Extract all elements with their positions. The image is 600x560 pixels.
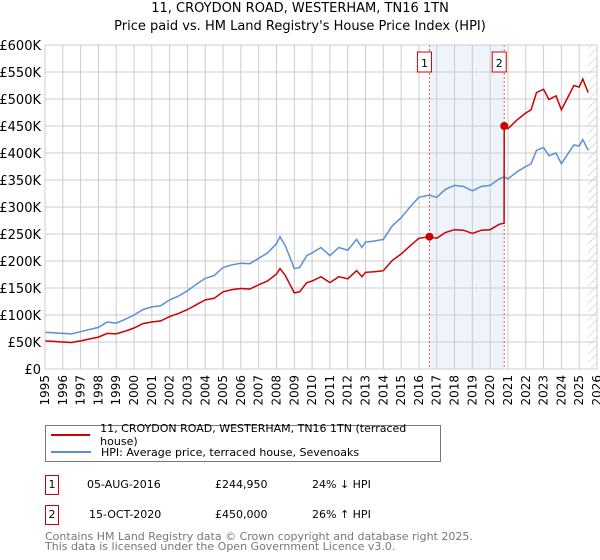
sale-point: [425, 232, 434, 241]
x-tick-label: 2008: [269, 375, 283, 406]
x-tick-label: 2023: [537, 375, 551, 406]
x-tick-label: 2016: [412, 375, 426, 406]
sale-label: 1: [421, 57, 428, 70]
legend-label: 11, CROYDON ROAD, WESTERHAM, TN16 1TN (t…: [100, 422, 407, 448]
legend-swatch-red: [51, 434, 91, 436]
x-tick-label: 2013: [359, 375, 373, 406]
x-tick-label: 2000: [127, 375, 141, 406]
sale-hpi-delta: 24% ↓ HPI: [312, 478, 371, 491]
x-tick-label: 1995: [38, 375, 52, 406]
y-tick-label: £600K: [0, 39, 41, 54]
footer-copyright: Contains HM Land Registry data © Crown c…: [45, 530, 473, 543]
legend-label: HPI: Average price, terraced house, Seve…: [101, 445, 360, 459]
price-paid-line: [44, 77, 589, 344]
footer-licence: This data is licensed under the Open Gov…: [45, 540, 396, 553]
x-tick-label: 2001: [145, 375, 159, 406]
legend: 11, CROYDON ROAD, WESTERHAM, TN16 1TN (t…: [45, 422, 441, 462]
x-tick-label: 2015: [394, 375, 408, 406]
sale-badge: 1: [45, 475, 59, 495]
hpi-line: [44, 137, 589, 335]
x-tick-label: 2021: [501, 375, 515, 406]
y-tick-label: £200K: [0, 255, 41, 270]
sale-hpi-delta: 26% ↑ HPI: [312, 508, 371, 521]
x-tick-label: 2017: [430, 375, 444, 406]
y-tick-label: £50K: [8, 336, 42, 351]
x-tick-label: 2018: [448, 375, 462, 406]
x-tick-label: 2024: [554, 375, 568, 406]
sale-label-box: [416, 51, 432, 73]
x-tick-label: 2020: [483, 375, 497, 406]
x-tick-label: 2011: [323, 375, 337, 406]
sale-price: £450,000: [215, 508, 268, 521]
x-tick-label: 1998: [91, 375, 105, 406]
sale-label: 2: [496, 57, 503, 70]
x-tick-label: 2005: [216, 375, 230, 406]
x-tick-label: 2002: [163, 375, 177, 406]
y-tick-label: £300K: [0, 201, 41, 216]
x-tick-label: 2004: [198, 375, 212, 406]
sale-price: £244,950: [215, 478, 268, 491]
sale-point: [500, 122, 509, 130]
legend-item-hpi: HPI: Average price, terraced house, Seve…: [46, 444, 359, 460]
x-tick-label: 2007: [252, 375, 266, 406]
x-tick-label: 1997: [74, 375, 88, 406]
y-tick-label: £250K: [0, 228, 41, 243]
y-tick-label: £0: [24, 363, 41, 378]
legend-swatch-blue: [51, 451, 91, 453]
chart-subtitle: Price paid vs. HM Land Registry's House …: [114, 19, 486, 34]
plot-border: [44, 44, 598, 370]
sale-date: 05-AUG-2016: [87, 478, 161, 491]
sale-row-1: 1 05-AUG-2016 £244,950 24% ↓ HPI: [45, 475, 465, 495]
x-tick-label: 2025: [572, 375, 586, 406]
legend-item-property: 11, CROYDON ROAD, WESTERHAM, TN16 1TN (t…: [46, 422, 440, 448]
x-tick-label: 2022: [519, 375, 533, 406]
x-tick-label: 2026: [590, 375, 600, 406]
price-chart: £0 £50K £100K £150K £200K £250K £300K £350K £400…: [0, 39, 600, 406]
y-tick-label: £100K: [0, 309, 41, 324]
x-tick-label: 2012: [341, 375, 355, 406]
y-tick-label: £350K: [0, 174, 41, 189]
x-tick-label: 2014: [376, 375, 390, 406]
y-tick-label: £450K: [0, 120, 41, 135]
chart-title: 11, CROYDON ROAD, WESTERHAM, TN16 1TN: [151, 1, 449, 16]
y-tick-label: £500K: [0, 93, 41, 108]
x-tick-label: 2003: [180, 375, 194, 406]
y-tick-label: £400K: [0, 147, 41, 162]
y-tick-label: £150K: [0, 282, 41, 297]
sale-label-box: [491, 51, 507, 73]
x-tick-label: 2019: [465, 375, 479, 406]
x-tick-label: 1996: [56, 375, 70, 406]
sale-row-2: 2 15-OCT-2020 £450,000 26% ↑ HPI: [45, 505, 465, 525]
x-tick-label: 1999: [109, 375, 123, 406]
x-tick-label: 2010: [305, 375, 319, 406]
sale-date: 15-OCT-2020: [89, 508, 162, 521]
sale-badge: 2: [45, 505, 59, 525]
x-tick-label: 2009: [287, 375, 301, 406]
x-tick-label: 2006: [234, 375, 248, 406]
y-tick-label: £550K: [0, 66, 41, 81]
